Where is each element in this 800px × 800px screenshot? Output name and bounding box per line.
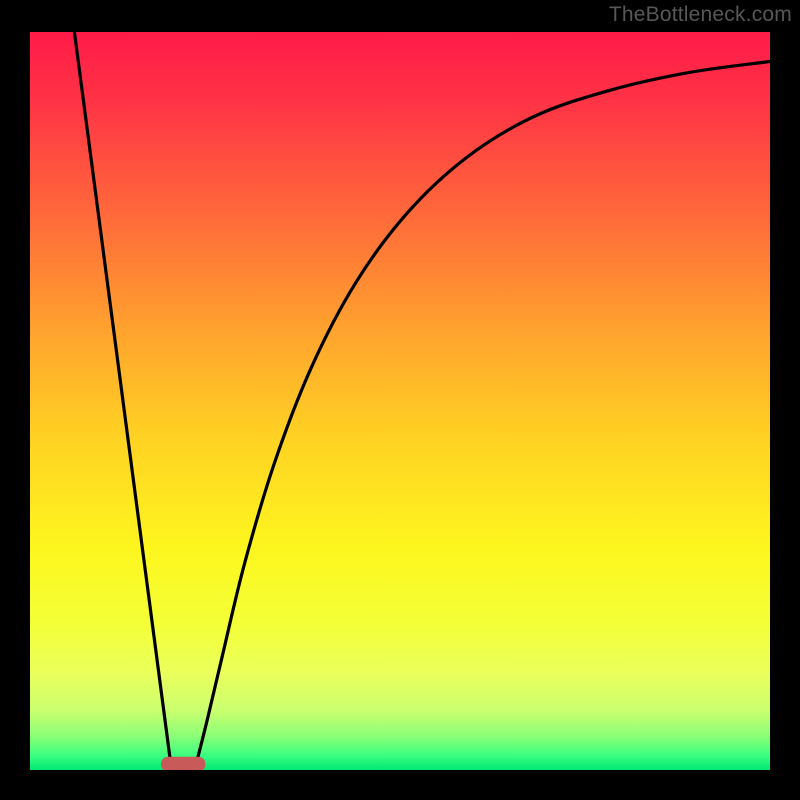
frame-border-right — [770, 0, 800, 800]
plot-background — [30, 32, 770, 770]
frame-border-bottom — [0, 770, 800, 800]
watermark-text: TheBottleneck.com — [609, 3, 792, 27]
frame-border-left — [0, 0, 30, 800]
plot-area — [30, 32, 770, 770]
chart-container: TheBottleneck.com — [0, 0, 800, 800]
plot-svg — [30, 32, 770, 770]
bottleneck-marker — [161, 757, 205, 770]
